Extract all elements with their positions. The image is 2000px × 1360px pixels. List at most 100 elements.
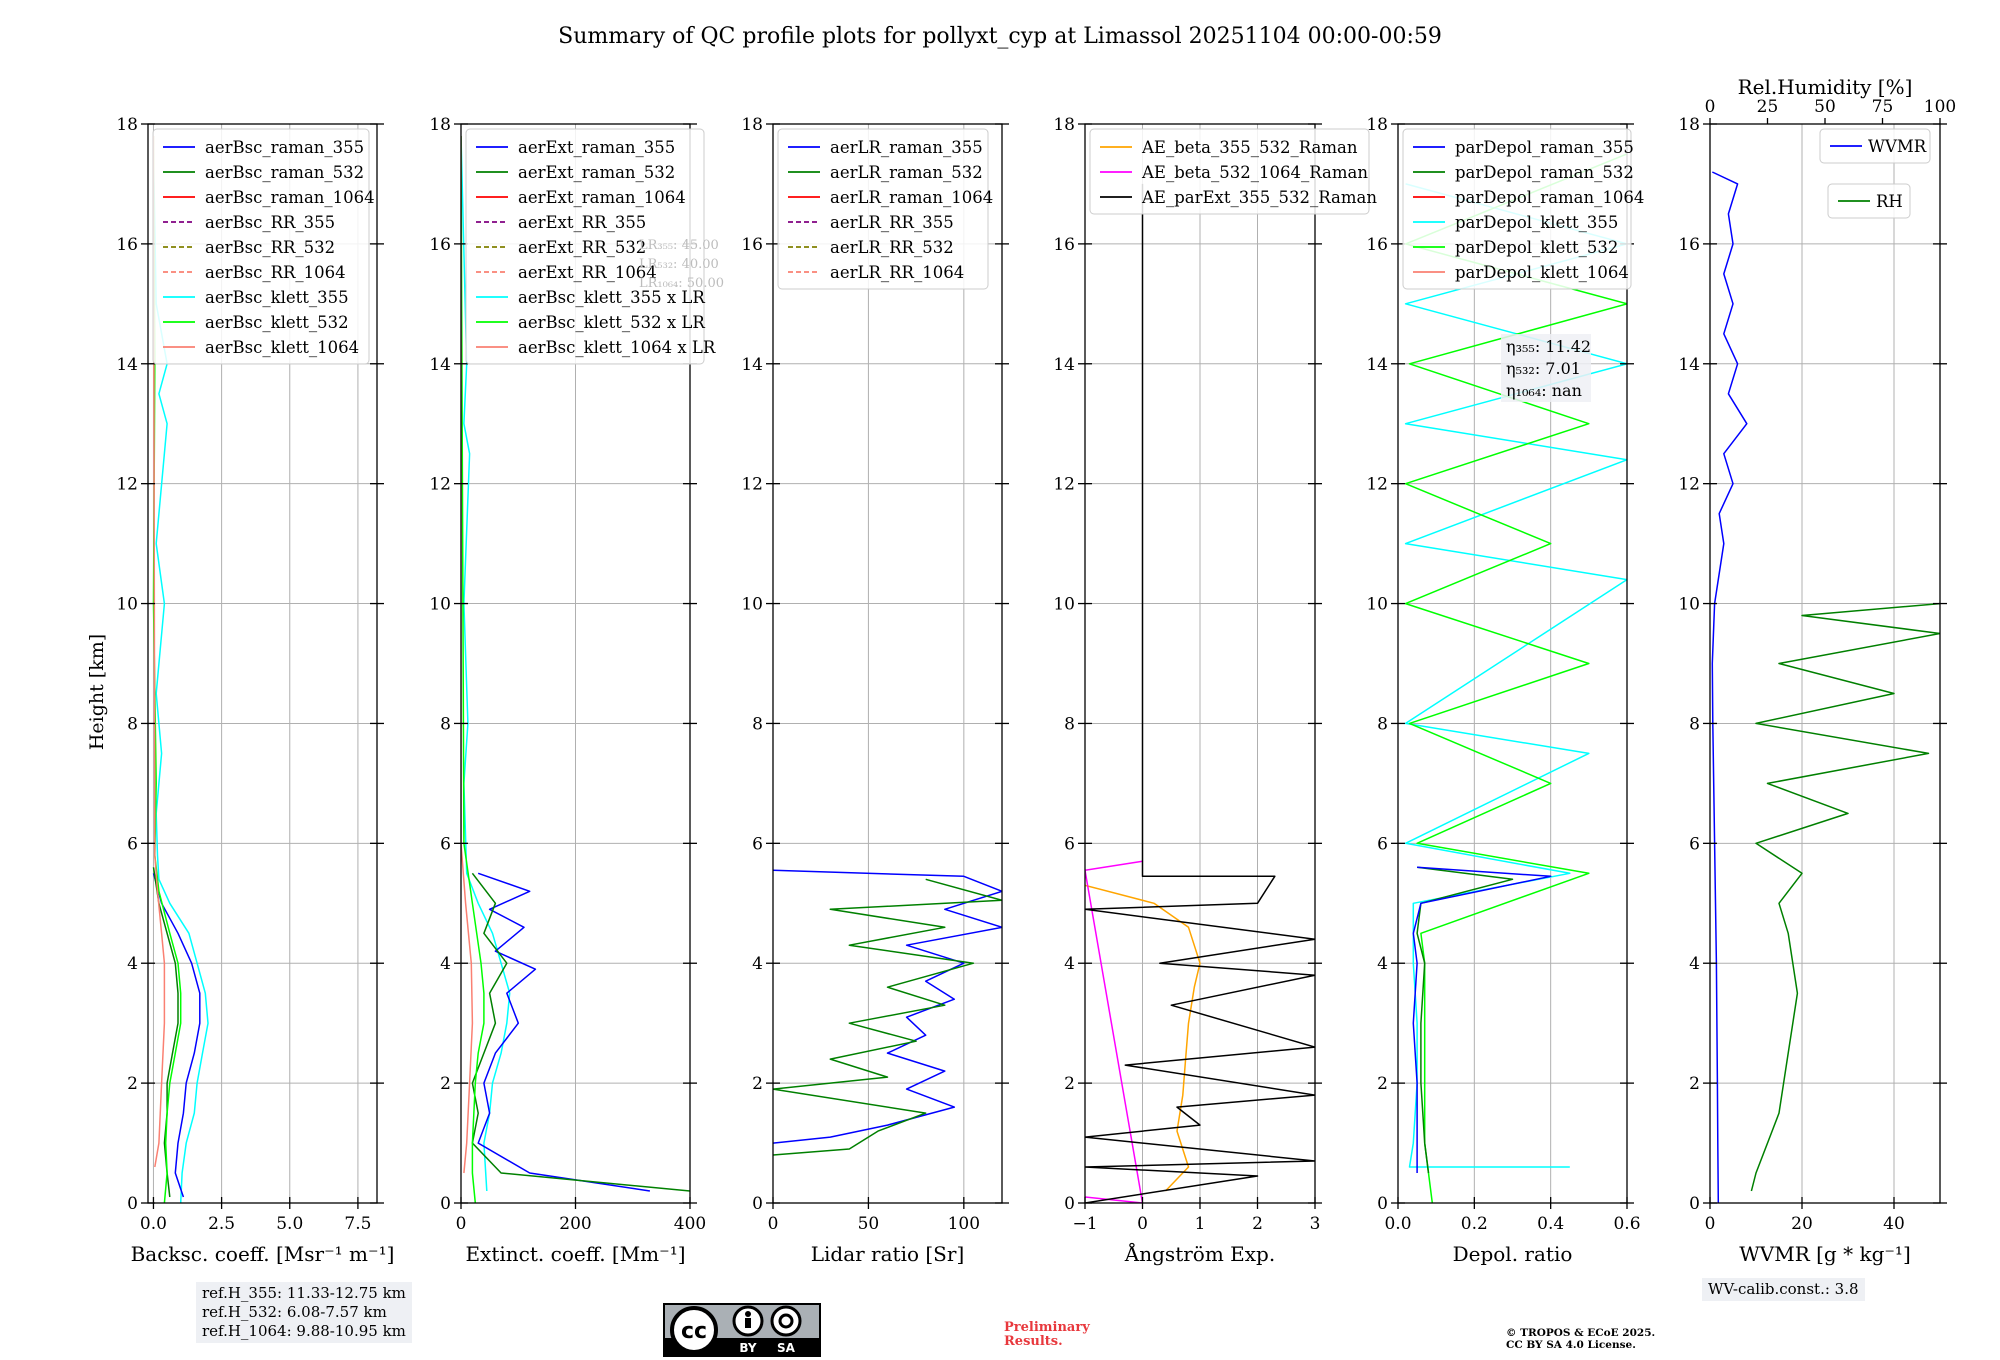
y-tick-label: 12	[741, 475, 763, 495]
legend-label: aerExt_RR_355	[518, 213, 646, 232]
y-tick-label: 6	[440, 834, 451, 854]
y-tick-label: 8	[127, 714, 138, 734]
x-tick-label: 0.2	[1461, 1214, 1488, 1234]
y-tick-label: 12	[1678, 475, 1700, 495]
legend-box	[1819, 128, 1931, 164]
y-tick-label: 2	[127, 1074, 138, 1094]
top-x-tick-label: 0	[1705, 97, 1716, 117]
series-line-aerBsc_klett_1064 x LR	[461, 136, 474, 1174]
y-tick-label: 12	[1053, 475, 1075, 495]
legend-label: aerExt_raman_1064	[518, 188, 686, 207]
copyright-line-1: © TROPOS & ECoE 2025.	[1506, 1327, 1656, 1339]
lr-label: LR₃₅₅: 45.00	[639, 238, 719, 253]
panel-backscatter: 0 2 4 6 8 10 12 14 16 18 0.0 2.5 5.0 7.5 Backsc. coeff…	[116, 115, 394, 1266]
eta-box	[1501, 334, 1591, 402]
y-tick-label: 16	[1053, 235, 1075, 255]
y-tick-label: 2	[752, 1074, 763, 1094]
y-tick-label: 12	[116, 475, 138, 495]
series-group	[1085, 183, 1315, 1203]
axes-frame	[772, 123, 1003, 1204]
y-tick-label: 0	[1064, 1194, 1075, 1214]
cc-license-badge: cc BY SA	[663, 1303, 821, 1357]
eta-label: η₅₃₂: 7.01	[1506, 359, 1581, 378]
x-tick-label: 2	[1252, 1214, 1263, 1234]
y-tick-label: 0	[1689, 1194, 1700, 1214]
panel-extinction: 0 2 4 6 8 10 12 14 16 18 0 200 400 Extinct. coeff. [M…	[429, 115, 724, 1266]
legend-label: aerBsc_RR_532	[205, 238, 335, 257]
y-tick-label: 8	[1064, 714, 1075, 734]
x-tick-label: 100	[948, 1214, 980, 1234]
y-tick-label: 6	[1689, 834, 1700, 854]
figure-title: Summary of QC profile plots for pollyxt_…	[558, 24, 1442, 49]
preliminary-note: Preliminary Results.	[1004, 1321, 1090, 1349]
series-line-aerBsc_klett_1064	[152, 135, 166, 1168]
legend: aerExt_raman_355 aerExt_raman_532 aerExt_r…	[465, 128, 716, 365]
x-tick-label: 7.5	[344, 1214, 371, 1234]
y-tick-label: 0	[127, 1194, 138, 1214]
y-tick-label: 16	[1678, 235, 1700, 255]
legend-label: parDepol_klett_532	[1455, 238, 1618, 257]
x-tick-label: 0	[456, 1214, 467, 1234]
x-axis-label: Backsc. coeff. [Msr⁻¹ m⁻¹]	[131, 1242, 395, 1266]
x-axis-label: Lidar ratio [Sr]	[811, 1242, 965, 1266]
legend-label: aerLR_RR_532	[830, 238, 954, 257]
wv-calib-const: WV-calib.const.: 3.8	[1708, 1280, 1859, 1298]
legend-label: aerBsc_klett_532 x LR	[518, 313, 705, 332]
legend-label: aerBsc_klett_355	[205, 288, 349, 307]
legend-label: parDepol_raman_1064	[1455, 188, 1644, 207]
y-tick-label: 8	[1377, 714, 1388, 734]
ref-height-355: ref.H_355: 11.33-12.75 km	[202, 1284, 406, 1302]
x-tick-label: 0	[768, 1214, 779, 1234]
preliminary-line-2: Results.	[1004, 1334, 1063, 1349]
legend-label: aerLR_raman_355	[830, 138, 983, 157]
y-tick-label: 18	[116, 115, 138, 135]
panel-lidar_ratio: 0 2 4 6 8 10 12 14 16 18 0 50 100 Lidar ratio [Sr] aer…	[741, 115, 1009, 1266]
legend: aerLR_raman_355 aerLR_raman_532 aerLR_rama…	[777, 128, 993, 290]
legend-label: aerBsc_RR_355	[205, 213, 335, 232]
y-tick-label: 14	[1678, 355, 1700, 375]
top-x-tick-label: 50	[1814, 97, 1836, 117]
legend-label: aerBsc_raman_355	[205, 138, 364, 157]
legend-label: aerExt_RR_1064	[518, 263, 657, 282]
y-tick-label: 14	[116, 355, 138, 375]
legend-label: aerLR_raman_532	[830, 163, 983, 182]
legend-label: parDepol_klett_355	[1455, 213, 1618, 232]
legend-box	[777, 128, 989, 290]
series-line-parDepol_raman_532	[1416, 866, 1514, 1174]
top-axis-label: Rel.Humidity [%]	[1738, 75, 1913, 99]
x-tick-label: 200	[559, 1214, 591, 1234]
y-tick-label: 4	[752, 954, 763, 974]
y-tick-label: 18	[741, 115, 763, 135]
legend: parDepol_raman_355 parDepol_raman_532 parD…	[1402, 128, 1644, 290]
series-line-aerExt_raman_355	[477, 872, 651, 1192]
y-tick-label: 4	[127, 954, 138, 974]
y-tick-label: 8	[1689, 714, 1700, 734]
series-line-aerBsc_raman_355	[152, 873, 201, 1198]
x-tick-label: 0.4	[1537, 1214, 1564, 1234]
series-line-AE_parExt_355_532_Raman	[1085, 183, 1315, 1203]
legend-label: aerBsc_raman_532	[205, 163, 364, 182]
y-tick-label: 0	[440, 1194, 451, 1214]
legend-label: aerExt_raman_355	[518, 138, 675, 157]
legend-label: aerLR_RR_355	[830, 213, 954, 232]
y-axis-label: Height [km]	[86, 634, 108, 750]
series-line-parDepol_raman_355	[1412, 866, 1552, 1173]
copyright-line-2: CC BY SA 4.0 License.	[1506, 1339, 1636, 1351]
x-tick-label: 400	[674, 1214, 706, 1234]
y-tick-label: 10	[1053, 595, 1075, 615]
series-group	[461, 135, 690, 1203]
y-tick-label: 6	[127, 834, 138, 854]
legend-label: AE_beta_532_1064_Raman	[1141, 163, 1368, 182]
legend: aerBsc_raman_355 aerBsc_raman_532 aerBsc_r…	[152, 128, 375, 365]
legend-label: aerLR_RR_1064	[830, 263, 964, 282]
legend-label: AE_beta_355_532_Raman	[1141, 138, 1358, 157]
y-tick-label: 16	[429, 235, 451, 255]
legend-box	[152, 128, 370, 365]
legend-label: aerExt_raman_532	[518, 163, 675, 182]
y-tick-label: 2	[1064, 1074, 1075, 1094]
series-group	[152, 135, 209, 1203]
y-tick-label: 18	[1053, 115, 1075, 135]
legend: AE_beta_355_532_Raman AE_beta_532_1064_Ra…	[1089, 128, 1377, 215]
series-line-AE_beta_532_1064_Raman	[1085, 860, 1144, 1203]
series-line-AE_beta_355_532_Raman	[1085, 884, 1201, 1192]
